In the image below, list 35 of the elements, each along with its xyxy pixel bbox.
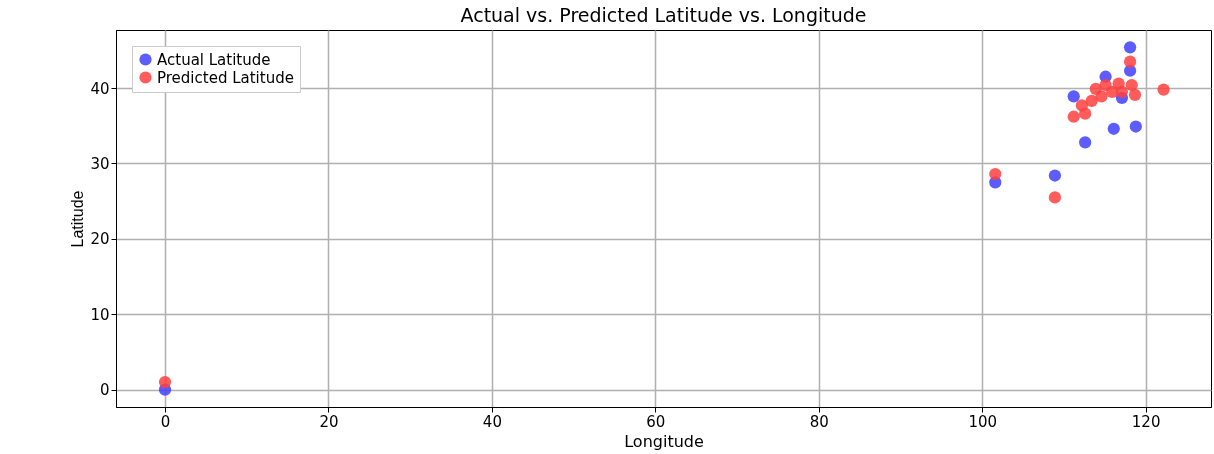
x-axis-title: Longitude [624,431,704,451]
point [1075,99,1089,112]
point [989,167,1002,181]
y-axis-title: Latitude [69,190,87,248]
point [1123,41,1137,54]
chart-title: Actual vs. Predicted Latitude vs. Longitude [460,4,867,26]
y-tick-label: 0 [99,381,110,400]
point [1115,85,1129,98]
y-tick-label: 10 [90,305,110,324]
point [1125,78,1138,92]
point [1129,120,1142,133]
point [1123,55,1137,68]
y-tick-label: 40 [90,79,110,98]
y-tick-label: 30 [90,154,110,173]
point [1048,191,1062,204]
x-tick-label: 80 [809,412,829,431]
point [1128,88,1142,101]
x-tick-label: 0 [160,412,171,431]
point [1157,83,1170,96]
point [1067,110,1080,123]
x-tick-label: 60 [646,412,666,431]
x-tick-label: 40 [482,412,502,431]
legend-label: Actual Latitude [157,50,271,69]
point [1107,122,1120,135]
x-tick-label: 100 [968,412,998,431]
point [1089,82,1102,95]
point [1048,169,1062,182]
y-tick-label: 20 [90,230,110,249]
point [1085,94,1098,107]
x-tick-label: 120 [1131,412,1161,431]
legend-label: Predicted Latitude [157,68,294,87]
point [1067,90,1080,103]
x-tick-label: 20 [319,412,339,431]
point [1079,136,1092,149]
point [158,376,172,389]
